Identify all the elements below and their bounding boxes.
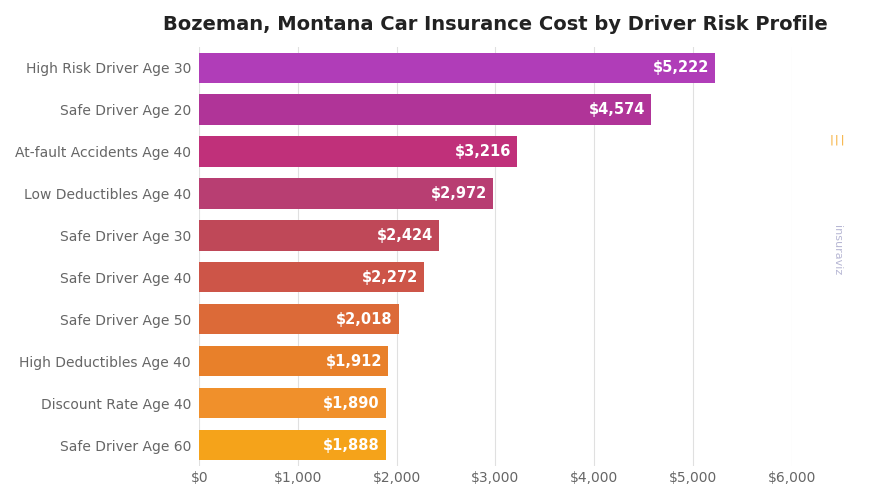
Bar — [199, 94, 650, 124]
Text: $4,574: $4,574 — [588, 102, 644, 117]
Text: $2,972: $2,972 — [430, 186, 487, 201]
Text: $1,912: $1,912 — [325, 354, 381, 369]
Text: insuraviz: insuraviz — [831, 225, 841, 275]
Text: $2,272: $2,272 — [361, 270, 417, 285]
Text: $3,216: $3,216 — [454, 144, 510, 159]
Bar — [199, 430, 385, 460]
Bar — [199, 220, 438, 250]
Bar — [199, 346, 388, 376]
Bar — [199, 262, 423, 292]
Bar — [199, 136, 516, 166]
Title: Bozeman, Montana Car Insurance Cost by Driver Risk Profile: Bozeman, Montana Car Insurance Cost by D… — [163, 15, 827, 34]
Text: $2,424: $2,424 — [376, 228, 432, 243]
Text: $5,222: $5,222 — [652, 60, 708, 75]
Text: $1,888: $1,888 — [322, 438, 380, 452]
Bar — [199, 304, 398, 334]
Text: $2,018: $2,018 — [335, 312, 392, 327]
Text: |||: ||| — [827, 134, 845, 145]
Bar — [199, 52, 714, 82]
Text: $1,890: $1,890 — [323, 396, 380, 410]
Bar — [199, 178, 492, 208]
Bar — [199, 388, 386, 418]
